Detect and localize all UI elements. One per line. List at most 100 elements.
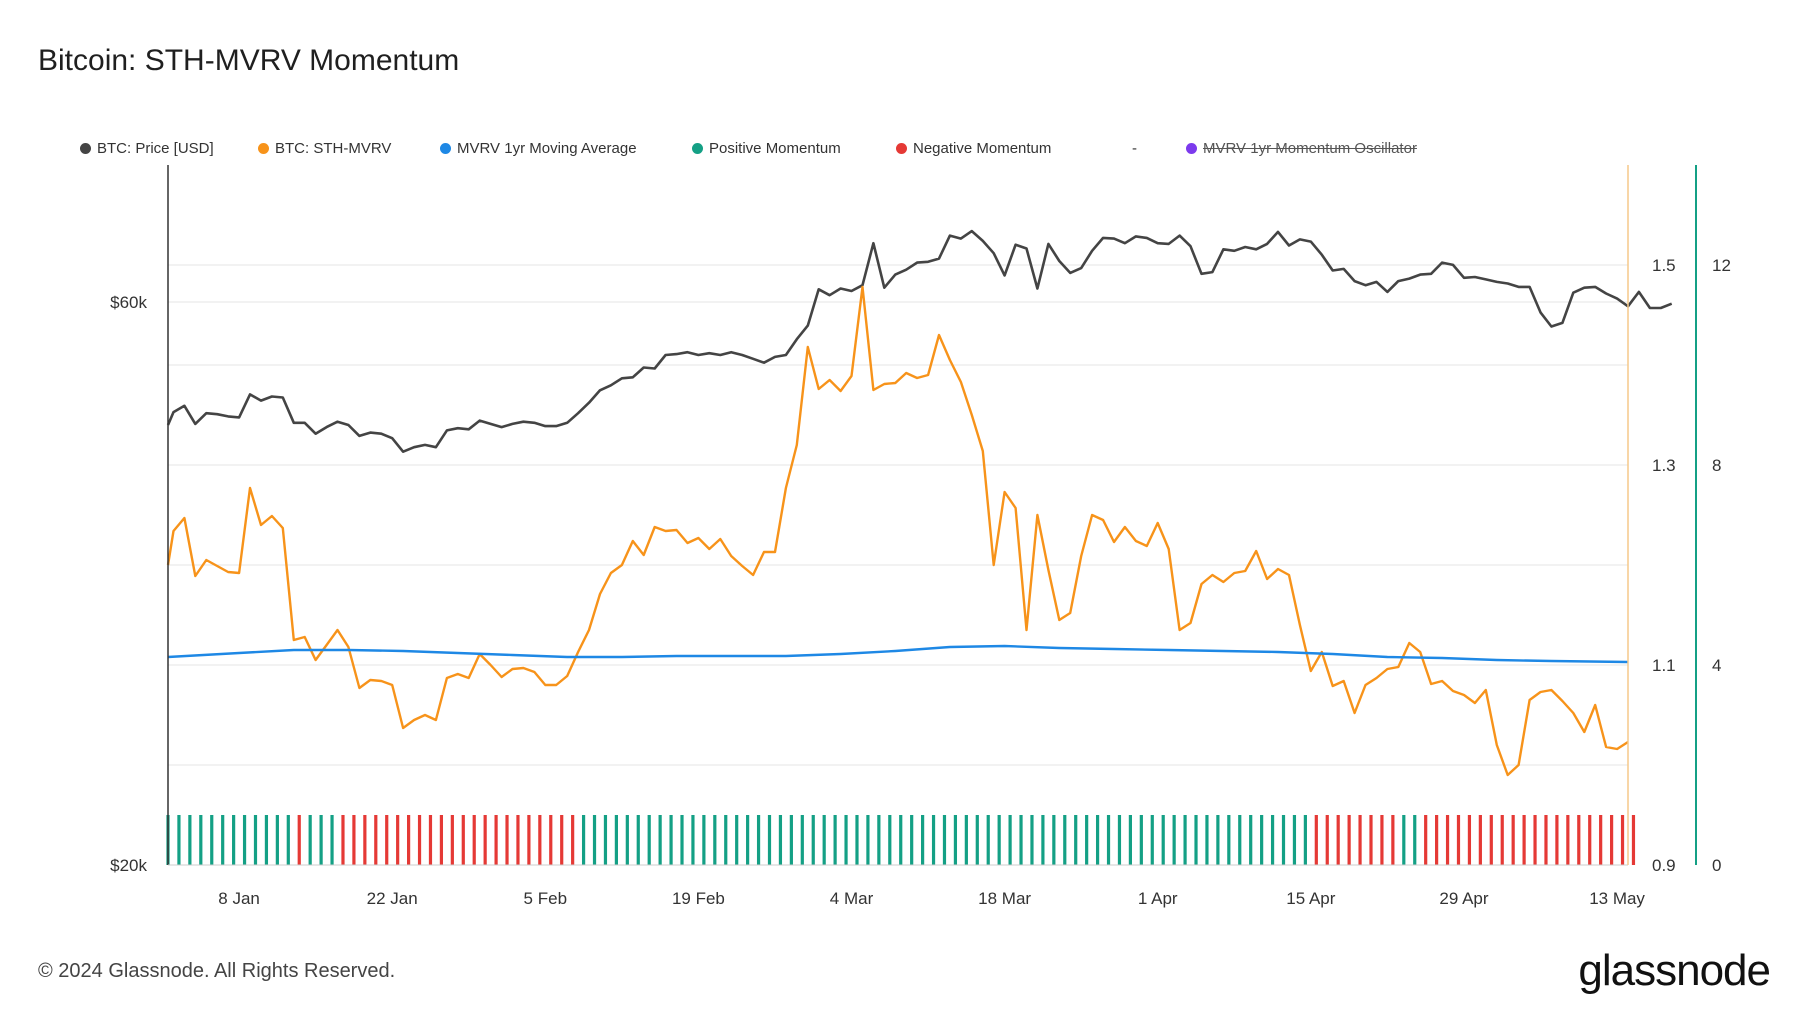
legend-label: MVRV 1yr Momentum Oscillator xyxy=(1203,140,1417,157)
legend-separator-text: - xyxy=(1132,140,1137,157)
negative-momentum-bar xyxy=(483,815,487,865)
legend-label: Negative Momentum xyxy=(913,140,1052,157)
negative-momentum-bar xyxy=(1588,815,1592,865)
positive-momentum-bar xyxy=(1205,815,1209,865)
negative-momentum-bar xyxy=(1369,815,1373,865)
legend-label: Positive Momentum xyxy=(709,140,841,157)
negative-momentum-bar xyxy=(1467,815,1472,865)
negative-momentum-bar xyxy=(1577,815,1581,865)
positive-momentum-bar xyxy=(1249,815,1253,865)
positive-momentum-bar xyxy=(1281,815,1286,865)
positive-momentum-bar xyxy=(1041,815,1045,865)
oscillator-tick-label: 12 xyxy=(1712,256,1731,275)
momentum-bars xyxy=(166,815,1636,865)
positive-momentum-bar xyxy=(1095,815,1100,865)
negative-momentum-bar xyxy=(1347,815,1351,865)
negative-momentum-bar xyxy=(516,815,520,865)
positive-momentum-bar xyxy=(910,815,914,865)
x-tick-label: 22 Jan xyxy=(367,889,418,908)
negative-momentum-bar xyxy=(1566,815,1570,865)
positive-momentum-bar xyxy=(811,815,815,865)
negative-momentum-bar xyxy=(1456,815,1461,865)
negative-momentum-bar xyxy=(1445,815,1450,865)
legend-item-positive-momentum[interactable]: Positive Momentum xyxy=(692,140,841,157)
x-tick-label: 18 Mar xyxy=(978,889,1031,908)
negative-momentum-bar xyxy=(1511,815,1515,865)
negative-momentum-bar xyxy=(1358,815,1362,865)
oscillator-tick-label: 8 xyxy=(1712,456,1721,475)
positive-momentum-bar xyxy=(1238,815,1242,865)
positive-momentum-bar xyxy=(330,815,334,865)
positive-momentum-bar xyxy=(319,815,323,865)
mvrv-tick-label: 1.1 xyxy=(1652,656,1676,675)
positive-momentum-bar xyxy=(1106,815,1111,865)
positive-momentum-bar xyxy=(1172,815,1176,865)
negative-momentum-bar xyxy=(406,815,411,865)
positive-momentum-bar xyxy=(1270,815,1275,865)
negative-momentum-bar xyxy=(1522,815,1526,865)
oscillator-tick-label: 4 xyxy=(1712,656,1721,675)
chart-title: Bitcoin: STH-MVRV Momentum xyxy=(38,44,460,77)
x-tick-label: 1 Apr xyxy=(1138,889,1178,908)
positive-momentum-bar xyxy=(253,815,258,865)
positive-momentum-bar xyxy=(964,815,968,865)
negative-momentum-bar xyxy=(505,815,509,865)
positive-momentum-bar xyxy=(1030,815,1034,865)
x-tick-label: 4 Mar xyxy=(830,889,874,908)
negative-momentum-bar xyxy=(1609,815,1614,865)
grid-lines xyxy=(168,264,1628,866)
x-tick-label: 29 Apr xyxy=(1439,889,1488,908)
legend-dot-icon xyxy=(896,143,907,154)
legend-item-mvrv-1yr-ma[interactable]: MVRV 1yr Moving Average xyxy=(440,140,637,157)
positive-momentum-bar xyxy=(702,815,706,865)
positive-momentum-bar xyxy=(625,815,629,865)
negative-momentum-bar xyxy=(417,815,422,865)
tick-labels: 8 Jan 22 Jan 5 Feb 19 Feb 4 Mar 18 Mar 1 Apr 15… xyxy=(110,256,1731,908)
btc-sth-mvrv-line xyxy=(166,285,1629,777)
legend-dot-icon xyxy=(80,143,91,154)
positive-momentum-bar xyxy=(669,815,673,865)
negative-momentum-bar xyxy=(439,815,444,865)
oscillator-tick-label: 0 xyxy=(1712,856,1721,875)
positive-momentum-bar xyxy=(899,815,903,865)
negative-momentum-bar xyxy=(461,815,465,865)
positive-momentum-bar xyxy=(942,815,947,865)
legend-item-momentum-oscillator[interactable]: MVRV 1yr Momentum Oscillator xyxy=(1186,140,1417,157)
negative-momentum-bar xyxy=(352,815,356,865)
positive-momentum-bar xyxy=(1128,815,1132,865)
x-tick-label: 19 Feb xyxy=(672,889,725,908)
positive-momentum-bar xyxy=(210,815,214,865)
legend-item-btc-price[interactable]: BTC: Price [USD] xyxy=(80,140,214,157)
positive-momentum-bar xyxy=(592,815,597,865)
legend-item-sth-mvrv[interactable]: BTC: STH-MVRV xyxy=(258,140,391,157)
negative-momentum-bar xyxy=(1336,815,1340,865)
mvrv-1yr-moving-average-line xyxy=(167,644,1629,664)
positive-momentum-bar xyxy=(1183,815,1187,865)
positive-momentum-bar xyxy=(232,815,236,865)
positive-momentum-bar xyxy=(997,815,1001,865)
btc-price-usd-line xyxy=(166,229,1673,453)
negative-momentum-bar xyxy=(1544,815,1548,865)
positive-momentum-bar xyxy=(1139,815,1143,865)
positive-momentum-bar xyxy=(221,815,225,865)
positive-momentum-bar xyxy=(1117,815,1122,865)
positive-momentum-bar xyxy=(691,815,695,865)
positive-momentum-bar xyxy=(746,815,750,865)
positive-momentum-bar xyxy=(581,815,586,865)
negative-momentum-bar xyxy=(341,815,345,865)
positive-momentum-bar xyxy=(822,815,826,865)
negative-momentum-bar xyxy=(450,815,454,865)
positive-momentum-bar xyxy=(308,815,312,865)
positive-momentum-bar xyxy=(1019,815,1023,865)
negative-momentum-bar xyxy=(1631,815,1636,865)
positive-momentum-bar xyxy=(789,815,793,865)
positive-momentum-bar xyxy=(1227,815,1231,865)
legend-dot-icon xyxy=(692,143,703,154)
glassnode-logo: glassnode xyxy=(1578,946,1771,995)
x-tick-label: 5 Feb xyxy=(524,889,567,908)
positive-momentum-bar xyxy=(1150,815,1154,865)
negative-momentum-bar xyxy=(1435,815,1439,865)
positive-momentum-bar xyxy=(888,815,892,865)
legend-item-negative-momentum[interactable]: Negative Momentum xyxy=(896,140,1051,157)
